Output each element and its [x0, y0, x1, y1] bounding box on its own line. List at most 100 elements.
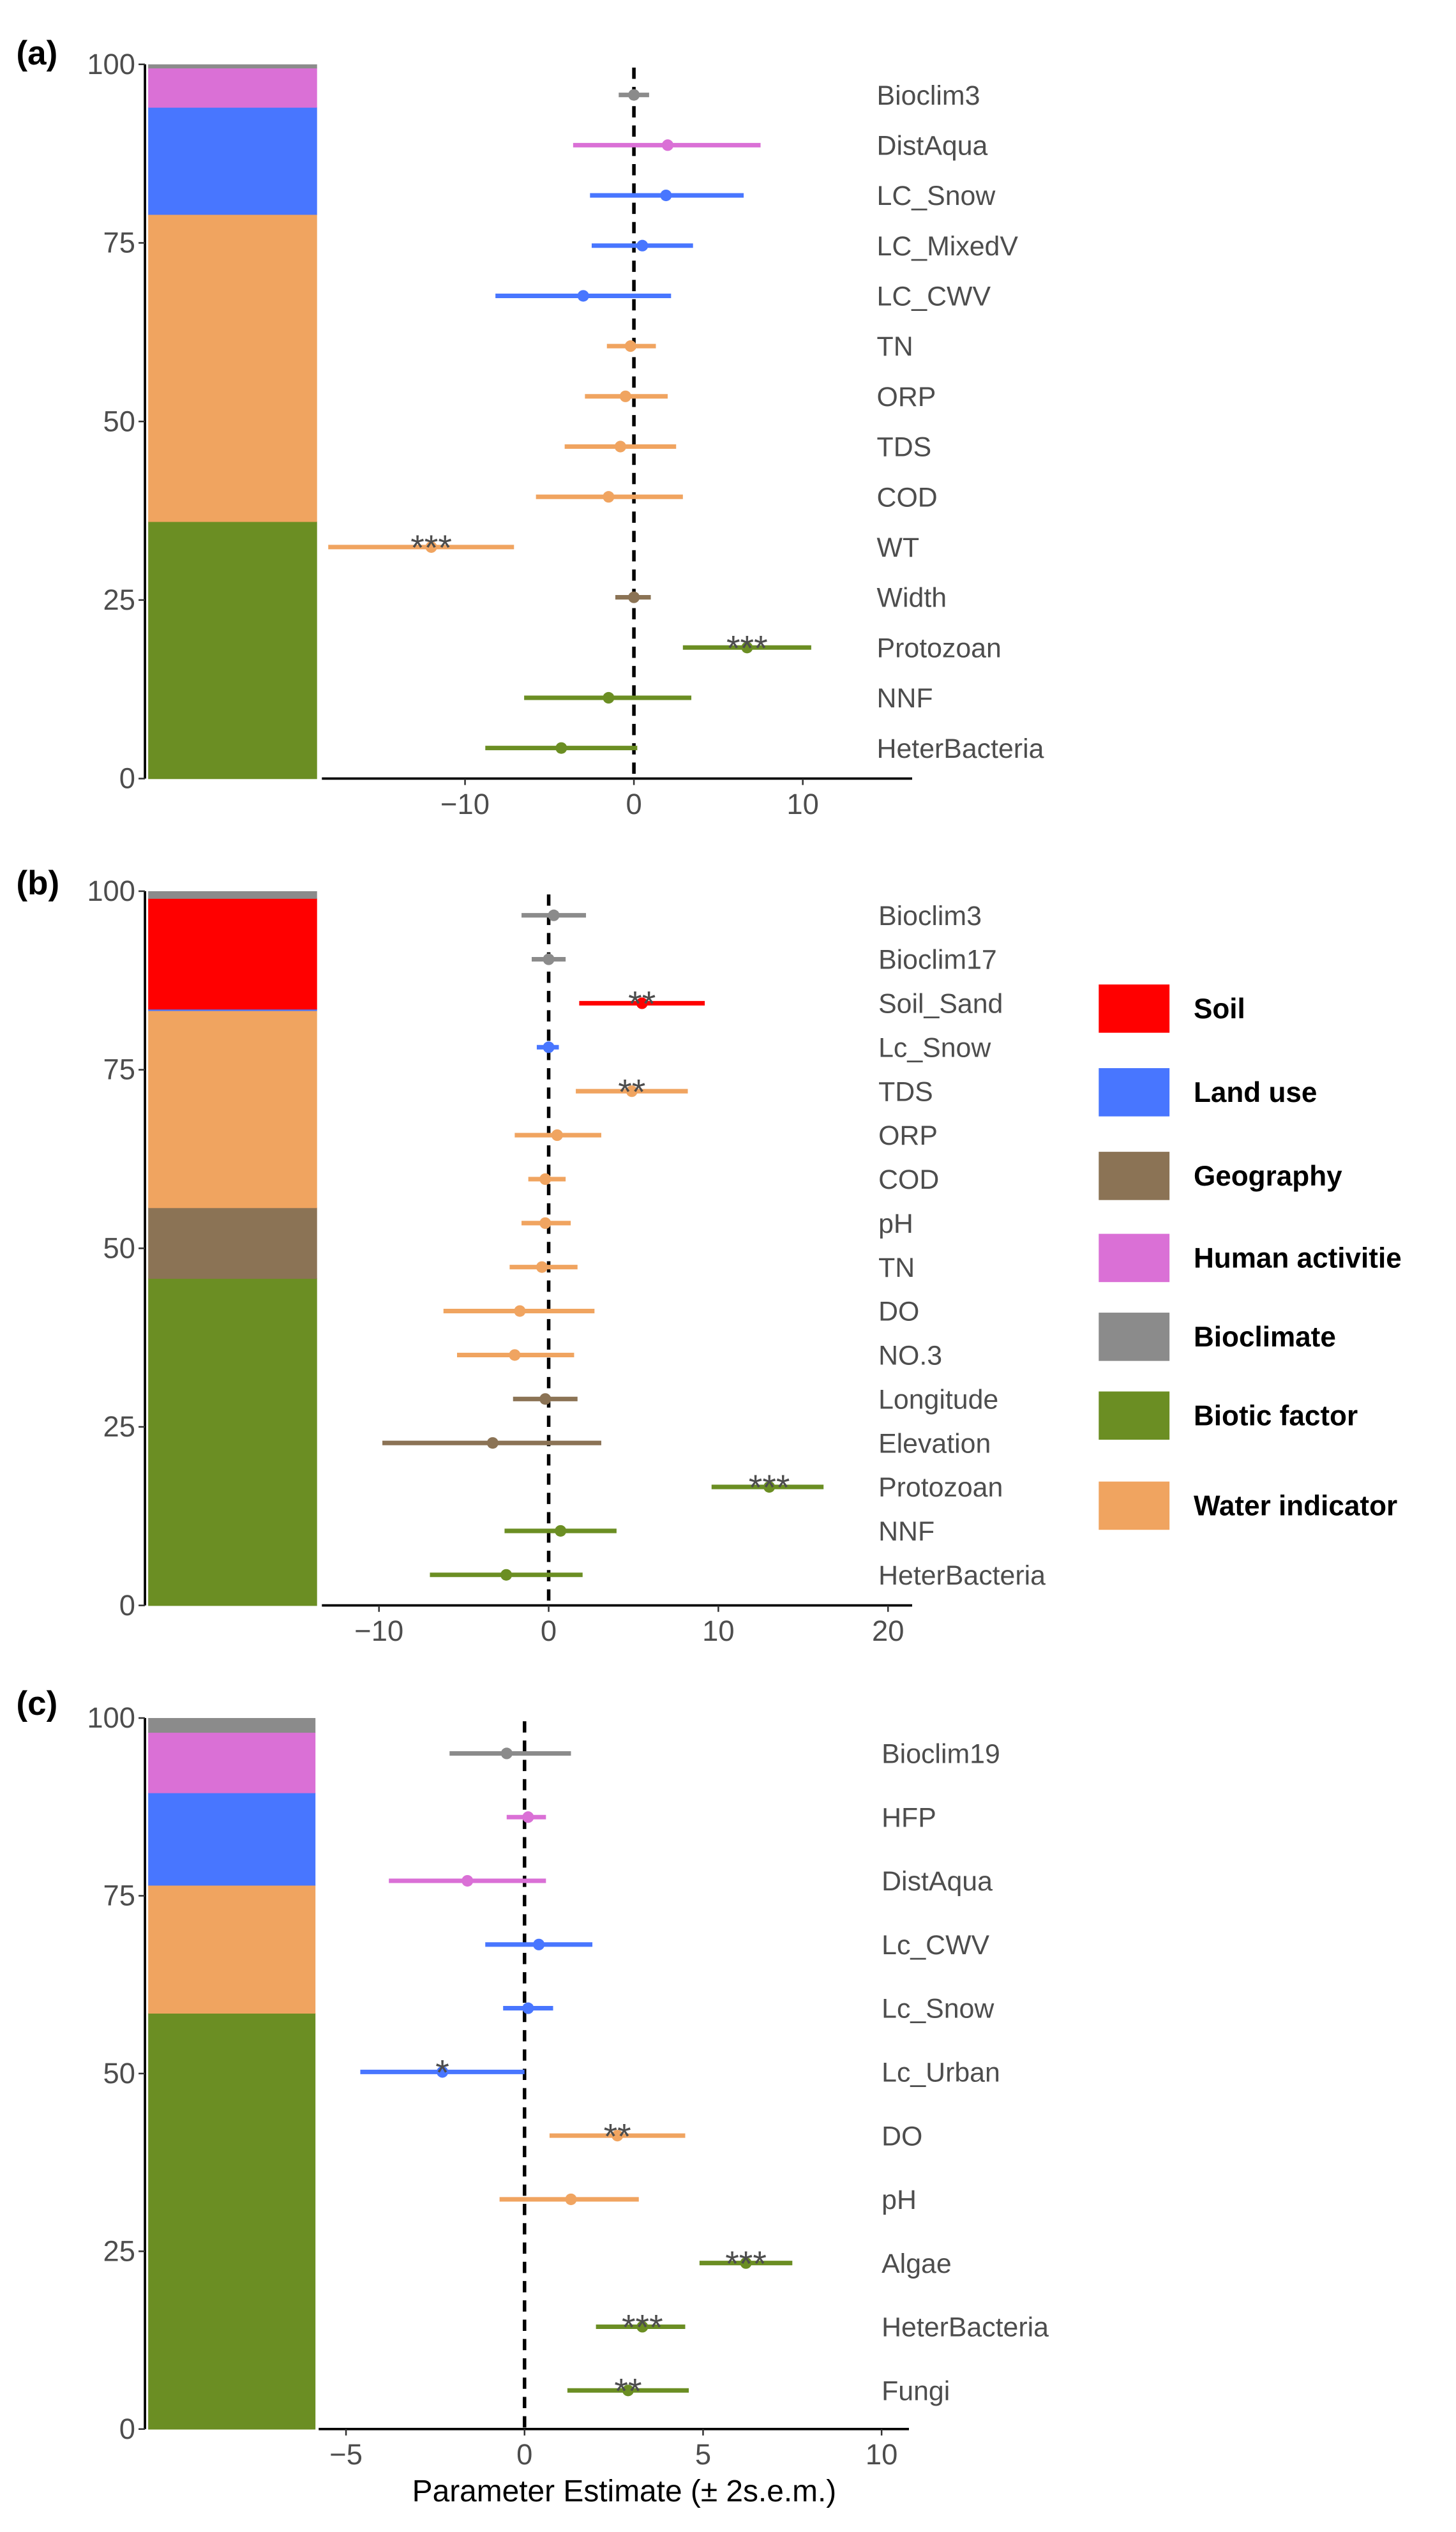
y-tick-label: 50	[103, 405, 135, 437]
x-tick-label: 10	[786, 788, 818, 820]
legend-swatch	[1099, 1481, 1170, 1530]
estimate-point	[612, 2130, 624, 2142]
row-label: Bioclim3	[877, 80, 980, 111]
row-label: COD	[878, 1164, 939, 1195]
stack-segment-land-use	[148, 107, 317, 215]
estimate-point	[622, 2385, 634, 2397]
y-tick-label: 100	[87, 48, 135, 80]
stack-segment-human-activitie	[148, 68, 317, 108]
stack-segment-geography	[148, 1207, 317, 1279]
y-tick-label: 25	[103, 2234, 135, 2267]
row-label: HeterBacteria	[878, 1560, 1046, 1591]
row-label: DistAqua	[877, 130, 988, 161]
significance-stars: **	[618, 1072, 645, 1112]
estimate-point	[763, 1481, 776, 1493]
y-tick-label: 75	[103, 1880, 135, 1912]
estimate-point	[636, 2321, 649, 2333]
stack-segment-biotic-factor	[148, 2013, 316, 2430]
row-label: TDS	[877, 432, 932, 463]
stack-segment-water-indicator	[148, 1885, 316, 2014]
x-tick-label: −10	[440, 788, 490, 820]
significance-stars: **	[628, 984, 656, 1024]
row-label: DO	[882, 2121, 922, 2151]
y-tick-label: 50	[103, 1232, 135, 1264]
estimate-point	[539, 1393, 552, 1405]
y-tick-label: 0	[119, 2413, 135, 2445]
x-tick-label: −10	[354, 1615, 403, 1647]
estimate-point	[514, 1305, 526, 1317]
significance-stars: ***	[410, 528, 452, 568]
legend-swatch	[1099, 1068, 1170, 1117]
stack-segment-land-use	[148, 1792, 316, 1886]
legend-label: Human activitie	[1194, 1243, 1402, 1274]
legend-label: Water indicator	[1194, 1491, 1397, 1522]
stack-segment-biotic-factor	[148, 521, 317, 780]
stack-segment-bioclimate	[148, 891, 317, 899]
estimate-point	[555, 742, 567, 754]
x-axis-title: Parameter Estimate (± 2s.e.m.)	[412, 2475, 837, 2508]
row-label: TN	[877, 331, 913, 362]
significance-stars: ***	[749, 1468, 790, 1507]
row-label: COD	[877, 482, 938, 513]
x-tick-label: 5	[695, 2438, 711, 2471]
x-tick-label: 0	[541, 1615, 557, 1647]
significance-stars: ***	[622, 2308, 663, 2347]
estimate-point	[539, 1173, 552, 1186]
row-label: DO	[878, 1297, 919, 1327]
legend-label: Bioclimate	[1194, 1322, 1336, 1353]
estimate-point	[551, 1129, 563, 1142]
significance-stars: *	[435, 2053, 449, 2093]
x-tick-label: 10	[866, 2438, 897, 2471]
legend-label: Land use	[1194, 1077, 1317, 1108]
x-tick-label: 10	[702, 1615, 734, 1647]
row-label: HeterBacteria	[882, 2312, 1049, 2343]
panel-label: (b)	[17, 864, 60, 902]
row-label: pH	[882, 2185, 917, 2215]
estimate-point	[437, 2066, 449, 2078]
significance-stars: **	[614, 2371, 642, 2411]
panel-label: (a)	[17, 34, 58, 72]
estimate-point	[500, 1569, 513, 1581]
row-label: Algae	[882, 2249, 952, 2279]
estimate-point	[543, 1041, 555, 1053]
estimate-point	[565, 2193, 577, 2205]
row-label: TDS	[878, 1076, 933, 1107]
row-label: Lc_Snow	[882, 1994, 994, 2024]
y-tick-label: 50	[103, 2057, 135, 2090]
estimate-point	[741, 642, 753, 654]
row-label: HeterBacteria	[877, 734, 1044, 764]
x-tick-label: 0	[516, 2438, 532, 2471]
estimate-point	[603, 491, 615, 503]
stack-segment-water-indicator	[148, 1010, 317, 1209]
y-tick-label: 25	[103, 584, 135, 616]
row-label: Width	[877, 583, 947, 614]
estimate-point	[636, 997, 648, 1009]
y-tick-label: 0	[119, 1589, 135, 1622]
y-tick-label: 75	[103, 1053, 135, 1086]
stack-segment-land-use	[148, 1009, 317, 1011]
estimate-point	[543, 953, 555, 965]
significance-stars: ***	[725, 2244, 767, 2284]
row-label: Protozoan	[878, 1472, 1003, 1503]
row-label: Bioclim17	[878, 945, 997, 976]
row-label: Lc_CWV	[882, 1930, 989, 1961]
y-tick-label: 0	[119, 762, 135, 795]
significance-stars: **	[604, 2116, 631, 2156]
row-label: DistAqua	[882, 1866, 993, 1897]
y-tick-label: 100	[87, 875, 135, 907]
row-label: ORP	[878, 1120, 938, 1151]
y-tick-label: 75	[103, 227, 135, 259]
estimate-point	[628, 89, 640, 101]
row-label: NNF	[878, 1516, 934, 1547]
estimate-point	[462, 1874, 474, 1887]
x-tick-label: −5	[329, 2438, 363, 2471]
estimate-point	[740, 2257, 752, 2269]
row-label: Longitude	[878, 1384, 998, 1415]
stack-segment-soil	[148, 898, 317, 1010]
estimate-point	[500, 1747, 513, 1760]
estimate-point	[603, 691, 615, 704]
row-label: ORP	[877, 382, 936, 412]
panel-label: (c)	[17, 1685, 58, 1722]
estimate-point	[636, 239, 649, 252]
